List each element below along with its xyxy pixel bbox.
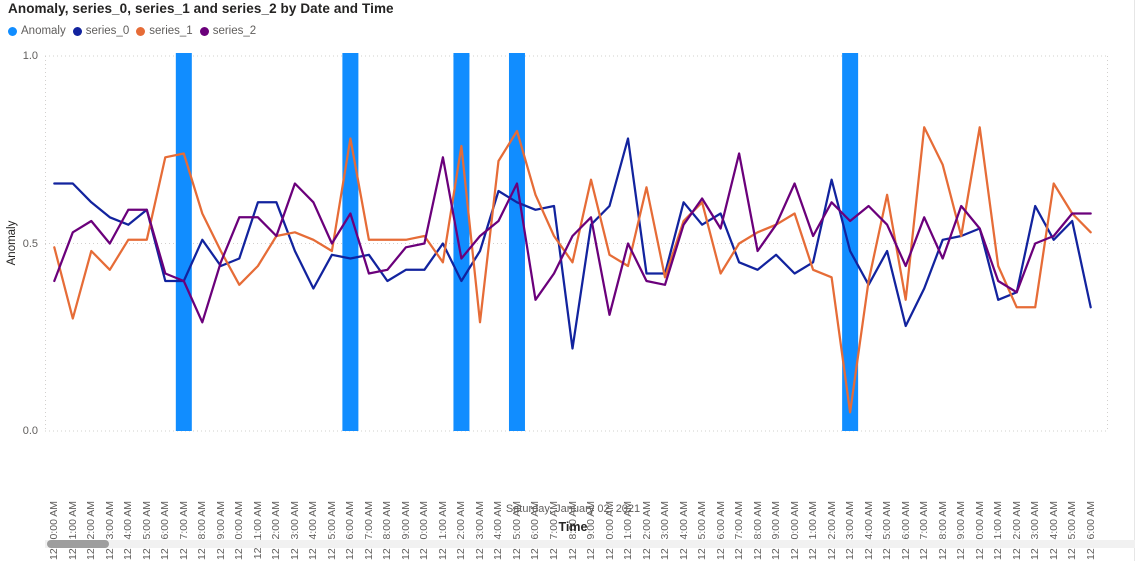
legend-label: series_2 — [212, 25, 257, 37]
chart-title: Anomaly, series_0, series_1 and series_2… — [8, 1, 394, 16]
legend-item-Anomaly[interactable]: Anomaly — [8, 25, 66, 37]
legend-item-series_2[interactable]: series_2 — [199, 25, 257, 37]
legend-dot-icon — [8, 26, 17, 36]
legend-label: series_0 — [85, 25, 130, 37]
chart-legend: Anomaly series_0 series_1 series_2 — [8, 25, 263, 37]
legend-dot-icon — [136, 26, 146, 36]
legend-label: series_1 — [149, 25, 193, 37]
line-series-series_1[interactable] — [53, 126, 1092, 414]
line-series-series_2[interactable] — [53, 152, 1092, 324]
anomaly-bar-12:16:00 AM[interactable] — [342, 53, 359, 431]
x-axis-title: Time — [558, 520, 588, 534]
horizontal-scrollbar-thumb[interactable] — [47, 540, 109, 548]
y-tick-label-0.5: 0.5 — [22, 237, 38, 250]
anomaly-bar-12:25:00 AM[interactable] — [508, 53, 525, 431]
y-tick-label-1.0: 1.0 — [22, 50, 38, 62]
anomaly-bar-12:22:00 AM[interactable] — [453, 53, 470, 431]
legend-dot-icon — [72, 26, 82, 36]
y-tick-label-0.0: 0.0 — [22, 425, 38, 437]
legend-dot-icon — [199, 26, 209, 36]
legend-item-series_1[interactable]: series_1 — [136, 25, 193, 37]
anomaly-bar-12:43:00 AM[interactable] — [842, 53, 859, 431]
anomaly-bar-12:07:00 AM[interactable] — [175, 53, 192, 431]
legend-label: Anomaly — [21, 25, 66, 37]
horizontal-scrollbar-track[interactable] — [45, 540, 1135, 548]
x-axis-date-group-label: Saturday, January 02, 2021 — [505, 503, 641, 515]
legend-item-series_0[interactable]: series_0 — [72, 25, 130, 37]
